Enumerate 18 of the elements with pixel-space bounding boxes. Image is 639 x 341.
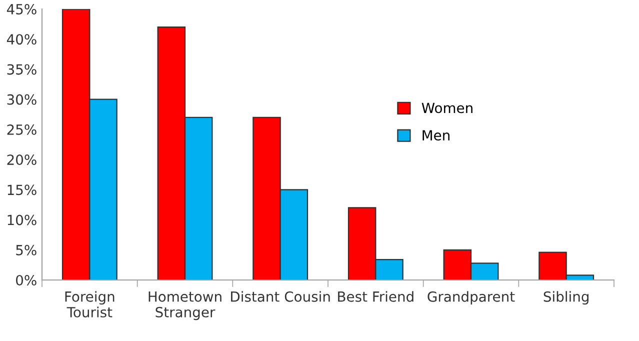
y-tick-label: 5% [16,244,36,256]
x-tick-label: Hometown Stranger [148,292,222,320]
x-tick-label: Foreign Tourist [65,291,114,318]
y-tick-label: 40% [6,34,36,45]
x-tick-label: Best Friend [338,291,414,302]
x-tick-label: Sibling [544,291,588,305]
y-tick-label: 0% [16,274,36,286]
y-tick-label: 10% [8,214,36,226]
legend-label: Men [422,130,450,141]
y-tick-label: 45% [6,4,36,14]
y-tick-label: 25% [7,124,36,135]
y-tick-label: 20% [7,154,36,166]
x-tick-label: Distant Cousin [231,291,330,302]
legend-label: Women [422,102,472,114]
y-tick-label: 35% [7,64,36,75]
y-tick-label: 15% [8,184,36,196]
x-tick-label: Grandparent [428,291,515,305]
y-tick-label: 30% [7,94,36,105]
